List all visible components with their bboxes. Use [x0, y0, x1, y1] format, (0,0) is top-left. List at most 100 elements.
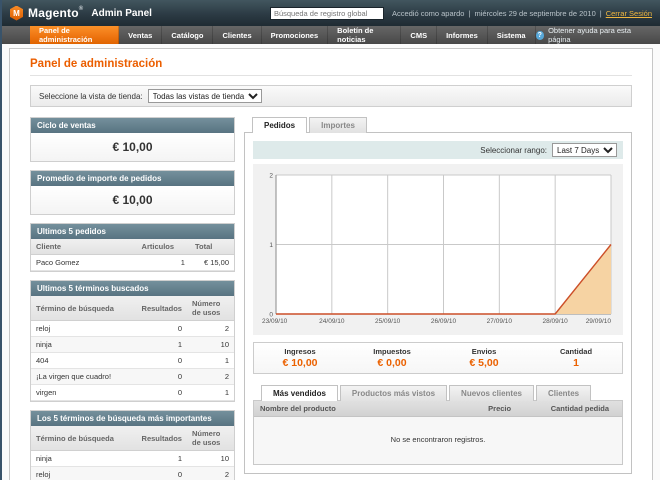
- logo-suffix: Admin Panel: [91, 8, 152, 19]
- tab-importes[interactable]: Importes: [309, 117, 367, 133]
- column-header: Articulos: [137, 239, 190, 255]
- table-cell: virgen: [31, 385, 137, 401]
- table-cell: 0: [137, 321, 187, 337]
- header-bar: M Magento® Admin Panel Accedió como apar…: [2, 0, 660, 26]
- svg-text:26/09/10: 26/09/10: [431, 318, 457, 325]
- global-search-input[interactable]: [270, 7, 384, 20]
- nav-item-informes[interactable]: Informes: [437, 26, 488, 44]
- table-cell: ninja: [31, 451, 137, 467]
- registered-mark: ®: [79, 6, 84, 12]
- total-envios: Envios€ 5,00: [438, 347, 530, 369]
- table-row: reloj02: [31, 321, 234, 337]
- top-search-terms-widget: Los 5 términos de búsqueda más important…: [30, 410, 235, 480]
- grid-column-header: Cantidad pedida: [545, 401, 622, 417]
- title-divider: [30, 75, 632, 76]
- bestsellers-grid: Nombre del productoPrecioCantidad pedida…: [253, 400, 623, 465]
- magento-logo-icon: M: [10, 6, 23, 21]
- svg-text:24/09/10: 24/09/10: [319, 318, 345, 325]
- table-cell: 2: [187, 369, 234, 385]
- column-header: Resultados: [137, 296, 187, 321]
- table-cell: € 15,00: [190, 255, 234, 271]
- table-cell: 2: [187, 467, 234, 480]
- nav-items: Panel de administraciónVentasCatálogoCli…: [2, 26, 536, 44]
- column-header: Resultados: [137, 426, 187, 451]
- table-row: virgen01: [31, 385, 234, 401]
- page-title: Panel de administración: [30, 58, 632, 70]
- table-cell: 0: [137, 467, 187, 480]
- svg-text:29/09/10: 29/09/10: [586, 318, 612, 325]
- store-switcher-select[interactable]: Todas las vistas de tienda: [148, 89, 262, 103]
- help-icon: ?: [536, 31, 545, 40]
- totals-strip: Ingresos€ 10,00Impuestos€ 0,00Envios€ 5,…: [253, 342, 623, 374]
- table-row: ¡La virgen que cuadro!02: [31, 369, 234, 385]
- widget-title: Los 5 términos de búsqueda más important…: [31, 411, 234, 426]
- column-header: Número de usos: [187, 296, 234, 321]
- help-link[interactable]: ? Obtener ayuda para esta página: [536, 26, 660, 44]
- total-value: 1: [530, 357, 622, 369]
- tab-pedidos[interactable]: Pedidos: [252, 117, 307, 133]
- svg-text:28/09/10: 28/09/10: [543, 318, 569, 325]
- tab-clientes[interactable]: Clientes: [536, 385, 591, 401]
- nav-item-promociones[interactable]: Promociones: [262, 26, 329, 44]
- nav-item-bolet-n-de-noticias[interactable]: Boletín de noticias: [328, 26, 401, 44]
- table-cell: 1: [137, 451, 187, 467]
- total-label: Impuestos: [346, 347, 438, 356]
- nav-item-clientes[interactable]: Clientes: [213, 26, 261, 44]
- total-value: € 0,00: [346, 357, 438, 369]
- table-row: ninja110: [31, 451, 234, 467]
- svg-text:23/09/10: 23/09/10: [262, 318, 288, 325]
- table-cell: 404: [31, 353, 137, 369]
- table-row: Paco Gomez1€ 15,00: [31, 255, 234, 271]
- nav-item-cat-logo[interactable]: Catálogo: [162, 26, 213, 44]
- help-label: Obtener ayuda para esta página: [548, 26, 650, 44]
- widget-title: Ultimos 5 términos buscados: [31, 281, 234, 296]
- table-cell: 2: [187, 321, 234, 337]
- grid-empty-message: No se encontraron registros.: [254, 417, 622, 465]
- orders-area-chart: 01223/09/1024/09/1025/09/1026/09/1027/09…: [258, 168, 618, 326]
- average-orders-value: € 10,00: [31, 186, 234, 214]
- logo-text: Magento®: [28, 6, 83, 20]
- svg-text:2: 2: [269, 172, 273, 179]
- tab-m-s-vendidos[interactable]: Más vendidos: [261, 385, 338, 401]
- total-label: Ingresos: [254, 347, 346, 356]
- nav-item-cms[interactable]: CMS: [401, 26, 437, 44]
- nav-item-sistema[interactable]: Sistema: [488, 26, 536, 44]
- svg-text:1: 1: [269, 242, 273, 249]
- logout-link[interactable]: Cerrar Sesión: [606, 9, 652, 18]
- lifetime-sales-value: € 10,00: [31, 133, 234, 161]
- nav-item-ventas[interactable]: Ventas: [119, 26, 162, 44]
- table-cell: 1: [137, 337, 187, 353]
- total-impuestos: Impuestos€ 0,00: [346, 347, 438, 369]
- table-cell: 1: [187, 385, 234, 401]
- table-cell: 10: [187, 337, 234, 353]
- range-label: Seleccionar rango:: [480, 146, 547, 155]
- table-cell: 1: [137, 255, 190, 271]
- tab-productos-m-s-vistos[interactable]: Productos más vistos: [340, 385, 447, 401]
- nav-item-panel-de-administraci-n[interactable]: Panel de administración: [30, 26, 119, 44]
- column-header: Cliente: [31, 239, 137, 255]
- grid-column-header: Precio: [482, 401, 545, 417]
- grid-column-header: Nombre del producto: [254, 401, 482, 417]
- logged-in-text: Accedió como apardo: [392, 9, 465, 18]
- dashboard-panel: Panel de administración Seleccione la vi…: [9, 48, 653, 480]
- current-date: miércoles 29 de septiembre de 2010: [474, 9, 595, 18]
- main-nav: Panel de administraciónVentasCatálogoCli…: [2, 26, 660, 44]
- total-label: Cantidad: [530, 347, 622, 356]
- table-cell: ¡La virgen que cuadro!: [31, 369, 137, 385]
- separator: |: [468, 9, 470, 18]
- table-row: reloj02: [31, 467, 234, 480]
- widget-title: Promedio de importe de pedidos: [31, 171, 234, 186]
- tab-nuevos-clientes[interactable]: Nuevos clientes: [449, 385, 534, 401]
- total-label: Envios: [438, 347, 530, 356]
- column-header: Total: [190, 239, 234, 255]
- chart-tabs: PedidosImportes: [244, 117, 632, 132]
- store-switcher-bar: Seleccione la vista de tienda: Todas las…: [30, 85, 632, 107]
- table-cell: 1: [187, 353, 234, 369]
- dashboard-main: PedidosImportes Seleccionar rango: Last …: [244, 117, 632, 474]
- column-header: Término de búsqueda: [31, 296, 137, 321]
- svg-text:27/09/10: 27/09/10: [487, 318, 513, 325]
- svg-text:25/09/10: 25/09/10: [375, 318, 401, 325]
- header-user-area: Accedió como apardo | miércoles 29 de se…: [392, 9, 652, 18]
- range-select[interactable]: Last 7 Days: [552, 143, 617, 157]
- table-cell: Paco Gomez: [31, 255, 137, 271]
